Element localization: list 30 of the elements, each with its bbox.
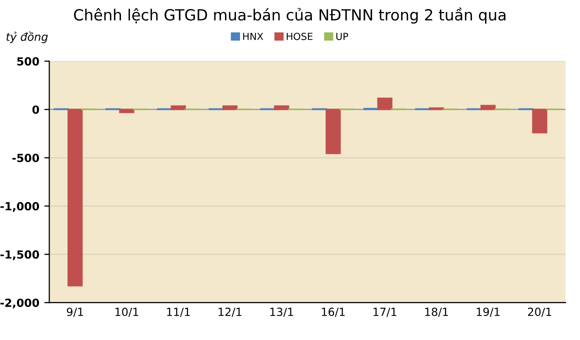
x-tick-label: 12/1 <box>218 308 242 317</box>
y-tick-label: -1,000 <box>0 202 40 212</box>
legend-label: UP <box>336 32 348 40</box>
y-tick-label: -1,500 <box>0 250 40 260</box>
x-tick-label: 20/1 <box>528 308 552 317</box>
x-tick-label: 9/1 <box>66 308 84 317</box>
x-tick-label: 10/1 <box>115 308 138 317</box>
y-tick-label: -2,000 <box>0 298 40 308</box>
bar <box>326 108 341 154</box>
bar <box>480 104 496 110</box>
x-tick-label: 13/1 <box>270 308 294 317</box>
chart-title: Chênh lệch GTGD mua-bán của NĐTNN trong 2 tuần qua <box>74 7 506 24</box>
legend-label: HNX <box>243 32 264 40</box>
y-axis-title: tỷ đồng <box>6 31 48 44</box>
y-tick-label: -500 <box>12 154 40 162</box>
bar <box>377 98 392 110</box>
bar <box>119 108 134 114</box>
legend-label: HOSE <box>286 32 312 40</box>
x-tick-label: 18/1 <box>425 308 448 317</box>
bar <box>532 108 548 134</box>
x-tick-label: 11/1 <box>167 308 190 317</box>
bar <box>274 105 290 110</box>
x-tick-label: 19/1 <box>476 308 500 317</box>
y-tick-label: 0 <box>32 105 40 114</box>
bar <box>170 105 186 110</box>
y-tick-label: 500 <box>17 57 40 66</box>
bar <box>68 108 83 286</box>
bar <box>222 105 238 110</box>
x-tick-label: 17/1 <box>374 308 396 317</box>
x-tick-label: 16/1 <box>322 308 345 317</box>
